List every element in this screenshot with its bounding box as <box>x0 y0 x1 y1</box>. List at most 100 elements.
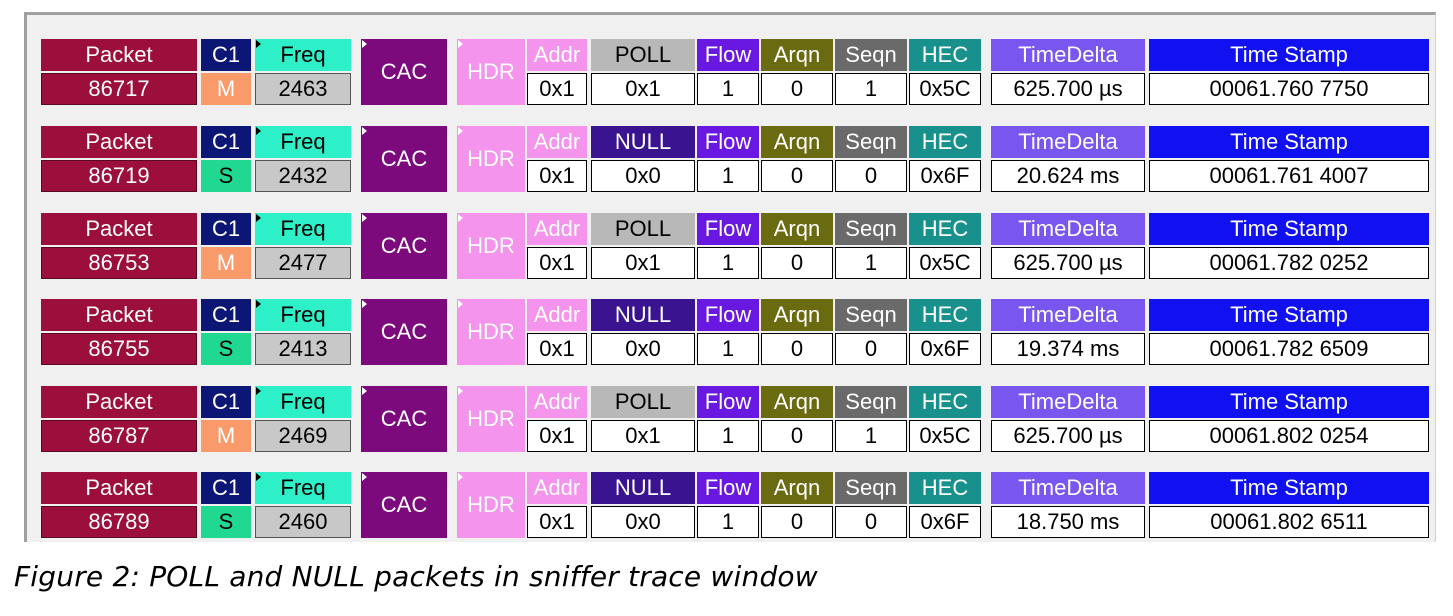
arqn-value: 0 <box>761 333 833 365</box>
addr-label: Addr <box>527 386 587 418</box>
time-delta-value: 625.700 µs <box>991 73 1145 105</box>
hec-value: 0x6F <box>909 333 981 365</box>
freq-value: 2477 <box>255 247 351 279</box>
cac-field[interactable]: CAC <box>361 386 447 452</box>
role-badge: S <box>201 333 251 365</box>
packet-type-label: NULL <box>591 299 695 331</box>
seqn-label: Seqn <box>835 213 907 245</box>
arqn-value: 0 <box>761 73 833 105</box>
time-delta-value: 19.374 ms <box>991 333 1145 365</box>
seqn-label: Seqn <box>835 39 907 71</box>
time-stamp-label: Time Stamp <box>1149 472 1429 504</box>
cac-field[interactable]: CAC <box>361 213 447 279</box>
time-stamp-label: Time Stamp <box>1149 386 1429 418</box>
flow-value: 1 <box>697 160 759 192</box>
hdr-field[interactable]: HDR <box>457 213 525 279</box>
arqn-value: 0 <box>761 506 833 538</box>
packet-number[interactable]: 86719 <box>41 160 197 192</box>
packet-row[interactable]: Packet C1 Freq CAC HDR Addr NULL Flow Arqn Seqn HE… <box>41 472 1435 542</box>
freq-value: 2460 <box>255 506 351 538</box>
sniffer-trace-window[interactable]: Packet C1 Freq CAC HDR Addr POLL Flow Arqn Seqn HE… <box>24 12 1436 542</box>
seqn-label: Seqn <box>835 472 907 504</box>
seqn-label: Seqn <box>835 386 907 418</box>
hec-value: 0x6F <box>909 506 981 538</box>
seqn-value: 1 <box>835 420 907 452</box>
role-badge: S <box>201 506 251 538</box>
hdr-field[interactable]: HDR <box>457 126 525 192</box>
seqn-value: 1 <box>835 73 907 105</box>
hec-value: 0x5C <box>909 73 981 105</box>
packet-number[interactable]: 86789 <box>41 506 197 538</box>
packet-label: Packet <box>41 472 197 504</box>
arqn-value: 0 <box>761 160 833 192</box>
packet-row[interactable]: Packet C1 Freq CAC HDR Addr NULL Flow Arqn Seqn HE… <box>41 126 1435 196</box>
arqn-label: Arqn <box>761 299 833 331</box>
packet-type-value: 0x0 <box>591 333 695 365</box>
packet-type-value: 0x1 <box>591 247 695 279</box>
time-stamp-value: 00061.761 4007 <box>1149 160 1429 192</box>
freq-value: 2413 <box>255 333 351 365</box>
addr-label: Addr <box>527 39 587 71</box>
packet-row[interactable]: Packet C1 Freq CAC HDR Addr POLL Flow Arqn Seqn HE… <box>41 39 1435 109</box>
hdr-field[interactable]: HDR <box>457 299 525 365</box>
hec-label: HEC <box>909 386 981 418</box>
figure-caption: Figure 2: POLL and NULL packets in sniff… <box>14 560 818 593</box>
cac-field[interactable]: CAC <box>361 472 447 538</box>
c1-label: C1 <box>201 39 251 71</box>
seqn-value: 0 <box>835 333 907 365</box>
addr-label: Addr <box>527 213 587 245</box>
time-delta-label: TimeDelta <box>991 299 1145 331</box>
freq-label: Freq <box>255 386 351 418</box>
flow-value: 1 <box>697 247 759 279</box>
role-badge: M <box>201 420 251 452</box>
packet-number[interactable]: 86753 <box>41 247 197 279</box>
hec-label: HEC <box>909 472 981 504</box>
flow-label: Flow <box>697 39 759 71</box>
arqn-label: Arqn <box>761 213 833 245</box>
packet-number[interactable]: 86717 <box>41 73 197 105</box>
packet-row[interactable]: Packet C1 Freq CAC HDR Addr POLL Flow Arqn Seqn HE… <box>41 386 1435 456</box>
packet-row[interactable]: Packet C1 Freq CAC HDR Addr NULL Flow Arqn Seqn HE… <box>41 299 1435 369</box>
c1-label: C1 <box>201 126 251 158</box>
time-stamp-label: Time Stamp <box>1149 39 1429 71</box>
addr-label: Addr <box>527 126 587 158</box>
cac-field[interactable]: CAC <box>361 299 447 365</box>
hdr-field[interactable]: HDR <box>457 472 525 538</box>
hec-label: HEC <box>909 126 981 158</box>
addr-value: 0x1 <box>527 506 587 538</box>
packet-type-label: NULL <box>591 472 695 504</box>
packet-number[interactable]: 86787 <box>41 420 197 452</box>
time-delta-label: TimeDelta <box>991 472 1145 504</box>
freq-value: 2463 <box>255 73 351 105</box>
time-delta-label: TimeDelta <box>991 39 1145 71</box>
time-delta-label: TimeDelta <box>991 386 1145 418</box>
c1-label: C1 <box>201 472 251 504</box>
packet-type-label: POLL <box>591 386 695 418</box>
freq-value: 2469 <box>255 420 351 452</box>
hec-value: 0x6F <box>909 160 981 192</box>
addr-value: 0x1 <box>527 160 587 192</box>
packet-type-label: NULL <box>591 126 695 158</box>
cac-field[interactable]: CAC <box>361 39 447 105</box>
flow-label: Flow <box>697 472 759 504</box>
packet-type-value: 0x0 <box>591 160 695 192</box>
freq-label: Freq <box>255 472 351 504</box>
hdr-field[interactable]: HDR <box>457 39 525 105</box>
packet-row[interactable]: Packet C1 Freq CAC HDR Addr POLL Flow Arqn Seqn HE… <box>41 213 1435 283</box>
packet-number[interactable]: 86755 <box>41 333 197 365</box>
addr-label: Addr <box>527 299 587 331</box>
role-badge: M <box>201 73 251 105</box>
hec-label: HEC <box>909 213 981 245</box>
cac-field[interactable]: CAC <box>361 126 447 192</box>
packet-label: Packet <box>41 299 197 331</box>
time-delta-value: 18.750 ms <box>991 506 1145 538</box>
c1-label: C1 <box>201 299 251 331</box>
hdr-field[interactable]: HDR <box>457 386 525 452</box>
flow-value: 1 <box>697 73 759 105</box>
time-stamp-label: Time Stamp <box>1149 126 1429 158</box>
seqn-value: 1 <box>835 247 907 279</box>
freq-value: 2432 <box>255 160 351 192</box>
flow-label: Flow <box>697 213 759 245</box>
arqn-value: 0 <box>761 420 833 452</box>
freq-label: Freq <box>255 126 351 158</box>
